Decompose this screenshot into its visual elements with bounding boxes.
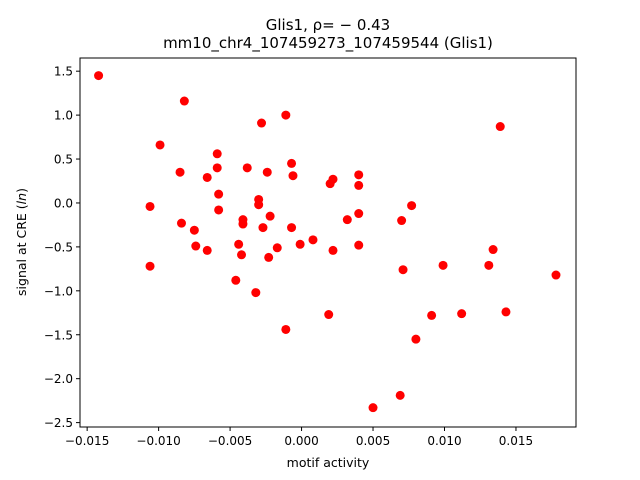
scatter-point: [551, 270, 561, 280]
scatter-point: [328, 174, 338, 184]
scatter-point: [175, 167, 185, 177]
scatter-point: [427, 310, 437, 320]
scatter-point: [411, 334, 421, 344]
scatter-point: [94, 71, 104, 81]
scatter-point: [265, 211, 275, 221]
scatter-point: [258, 223, 268, 233]
x-axis-ticks: −0.015 −0.010 −0.005 0.000 0.005 0.010 0.015: [65, 427, 533, 448]
scatter-point: [281, 324, 291, 334]
scatter-point: [257, 118, 267, 128]
scatter-point: [262, 167, 272, 177]
scatter-point: [272, 243, 282, 253]
scatter-point: [242, 163, 252, 173]
y-tick-label: −2.5: [44, 416, 73, 430]
scatter-point: [342, 215, 352, 225]
x-tick-label: 0.000: [284, 434, 318, 448]
x-tick-label: 0.005: [356, 434, 390, 448]
scatter-point: [354, 180, 364, 190]
y-tick-label: 1.0: [54, 109, 73, 123]
scatter-point: [214, 189, 224, 199]
scatter-point: [214, 205, 224, 215]
y-tick-label: −2.0: [44, 372, 73, 386]
scatter-point: [354, 170, 364, 180]
scatter-point: [287, 223, 297, 233]
y-tick-label: −1.5: [44, 328, 73, 342]
scatter-point: [288, 171, 298, 181]
x-tick-label: −0.010: [136, 434, 180, 448]
scatter-point: [287, 158, 297, 168]
y-tick-label: −0.5: [44, 240, 73, 254]
scatter-point: [501, 307, 511, 317]
scatter-point: [179, 96, 189, 106]
scatter-point: [155, 140, 165, 150]
scatter-point: [191, 241, 201, 251]
x-tick-label: 0.010: [427, 434, 461, 448]
chart-title-line2: mm10_chr4_107459273_107459544 (Glis1): [163, 34, 493, 53]
scatter-point: [231, 275, 241, 285]
scatter-point: [176, 218, 186, 228]
scatter-point: [237, 250, 247, 260]
scatter-point: [281, 110, 291, 120]
scatter-point: [212, 149, 222, 159]
scatter-point: [328, 245, 338, 255]
scatter-point: [397, 216, 407, 226]
scatter-point: [438, 260, 448, 270]
scatter-point: [254, 200, 264, 210]
scatter-point: [145, 261, 155, 271]
scatter-point: [495, 122, 505, 132]
scatter-point: [202, 245, 212, 255]
x-tick-label: −0.015: [65, 434, 109, 448]
scatter-point: [395, 390, 405, 400]
scatter-point: [308, 235, 318, 245]
scatter-point: [145, 201, 155, 211]
y-tick-label: 0.5: [54, 153, 73, 167]
x-axis-label: motif activity: [287, 455, 370, 470]
plot-frame: [79, 57, 577, 428]
scatter-point: [354, 240, 364, 250]
chart-title-line1: Glis1, ρ= − 0.43: [266, 16, 390, 34]
scatter-point: [368, 403, 378, 413]
scatter-point: [398, 265, 408, 275]
y-axis-label: signal at CRE (ln): [14, 188, 29, 296]
scatter-point: [212, 163, 222, 173]
y-tick-label: −1.0: [44, 284, 73, 298]
scatter-point: [238, 219, 248, 229]
x-tick-label: −0.005: [208, 434, 252, 448]
scatter-point: [251, 288, 261, 298]
scatter-point: [484, 260, 494, 270]
y-tick-label: 0.0: [54, 196, 73, 210]
data-points: [94, 71, 561, 413]
y-tick-label: 1.5: [54, 65, 73, 79]
scatter-point: [202, 172, 212, 182]
scatter-point: [457, 309, 467, 319]
scatter-point: [324, 310, 334, 320]
scatter-point: [354, 209, 364, 219]
scatter-point: [189, 225, 199, 235]
scatter-point: [295, 239, 305, 249]
scatter-point: [407, 201, 417, 211]
scatter-point: [264, 252, 274, 262]
scatter-point: [488, 245, 498, 255]
x-tick-label: 0.015: [499, 434, 533, 448]
scatter-point: [234, 239, 244, 249]
y-axis-ticks: 1.5 1.0 0.5 0.0 −0.5 −1.0 −1.5 −2.0 −2.5: [44, 65, 80, 430]
